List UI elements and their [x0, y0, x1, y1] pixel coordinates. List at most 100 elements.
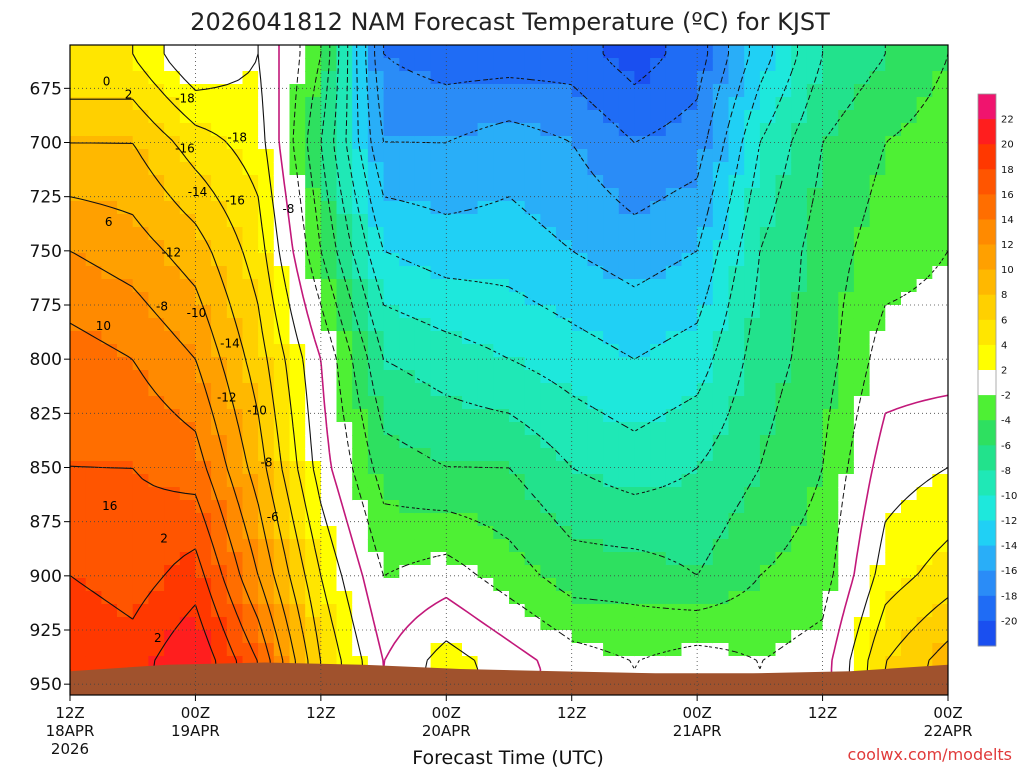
field-cell	[603, 331, 620, 345]
field-cell	[462, 279, 479, 293]
field-cell	[164, 383, 181, 397]
field-cell	[336, 370, 353, 384]
field-cell	[414, 357, 432, 371]
field-cell	[399, 149, 416, 163]
field-cell	[179, 266, 197, 280]
field-cell	[399, 266, 416, 280]
field-cell	[399, 58, 416, 72]
field-cell	[446, 266, 463, 280]
field-cell	[618, 422, 636, 436]
field-cell	[509, 201, 526, 215]
field-cell	[665, 409, 683, 423]
field-cell	[587, 552, 604, 566]
field-cell	[273, 110, 291, 124]
field-cell	[242, 513, 259, 527]
field-cell	[399, 45, 416, 59]
field-cell	[305, 591, 322, 605]
field-cell	[634, 201, 651, 215]
field-cell	[822, 227, 840, 241]
field-cell	[759, 188, 777, 202]
field-cell	[853, 604, 871, 618]
field-cell	[571, 487, 589, 501]
field-cell	[932, 97, 948, 111]
field-cell	[712, 240, 730, 254]
field-cell	[477, 188, 495, 202]
field-cell	[665, 149, 683, 163]
field-cell	[901, 279, 918, 293]
field-cell	[367, 448, 385, 462]
field-cell	[806, 292, 824, 306]
field-cell	[853, 617, 871, 631]
field-cell	[477, 305, 495, 319]
field-cell	[399, 227, 416, 241]
field-cell	[775, 500, 792, 514]
field-cell	[916, 331, 934, 345]
field-cell	[932, 110, 948, 124]
field-cell	[242, 71, 259, 85]
field-cell	[320, 357, 338, 371]
field-cell	[320, 305, 338, 319]
field-cell	[399, 357, 416, 371]
field-cell	[681, 123, 698, 137]
field-cell	[853, 227, 871, 241]
field-cell	[273, 266, 291, 280]
field-cell	[853, 240, 871, 254]
field-cell	[524, 461, 542, 475]
field-cell	[352, 370, 369, 384]
field-cell	[587, 149, 604, 163]
field-cell	[853, 279, 871, 293]
field-cell	[179, 305, 197, 319]
isotherm-line	[306, 45, 948, 611]
field-cell	[477, 487, 495, 501]
field-cell	[806, 383, 824, 397]
field-cell	[791, 435, 808, 449]
field-cell	[759, 539, 777, 553]
field-cell	[791, 240, 808, 254]
field-cell	[556, 71, 573, 85]
field-cell	[681, 396, 698, 410]
field-cell	[399, 617, 416, 631]
field-cell	[587, 188, 604, 202]
field-cell	[211, 123, 228, 137]
field-cell	[383, 279, 401, 293]
field-cell	[383, 344, 401, 358]
field-cell	[258, 305, 275, 319]
field-cell	[869, 500, 887, 514]
field-cell	[399, 292, 416, 306]
field-cell	[712, 162, 730, 176]
field-cell	[211, 448, 228, 462]
field-cell	[697, 513, 714, 527]
field-cell	[305, 500, 322, 514]
field-cell	[336, 318, 353, 332]
field-cell	[414, 214, 432, 228]
field-cell	[712, 643, 730, 657]
field-cell	[697, 227, 714, 241]
field-cell	[195, 188, 212, 202]
field-cell	[430, 253, 448, 267]
field-cell	[273, 292, 291, 306]
field-cell	[728, 578, 745, 592]
field-cell	[571, 305, 589, 319]
field-cell	[524, 58, 542, 72]
field-cell	[556, 149, 573, 163]
field-cell	[289, 188, 306, 202]
contour-label: -8	[261, 456, 273, 470]
field-cell	[85, 240, 103, 254]
field-cell	[85, 344, 103, 358]
field-cell	[885, 162, 902, 176]
field-cell	[352, 604, 369, 618]
field-cell	[305, 552, 322, 566]
field-cell	[320, 266, 338, 280]
x-tick-time: 12Z	[557, 704, 586, 722]
field-cell	[117, 474, 134, 488]
field-cell	[320, 149, 338, 163]
field-cell	[524, 357, 542, 371]
field-cell	[85, 591, 103, 605]
field-cell	[117, 487, 134, 501]
field-cell	[383, 149, 401, 163]
field-cell	[775, 448, 792, 462]
field-cell	[665, 487, 683, 501]
field-cell	[759, 383, 777, 397]
colorbar-frame	[977, 93, 997, 647]
field-cell	[273, 474, 291, 488]
